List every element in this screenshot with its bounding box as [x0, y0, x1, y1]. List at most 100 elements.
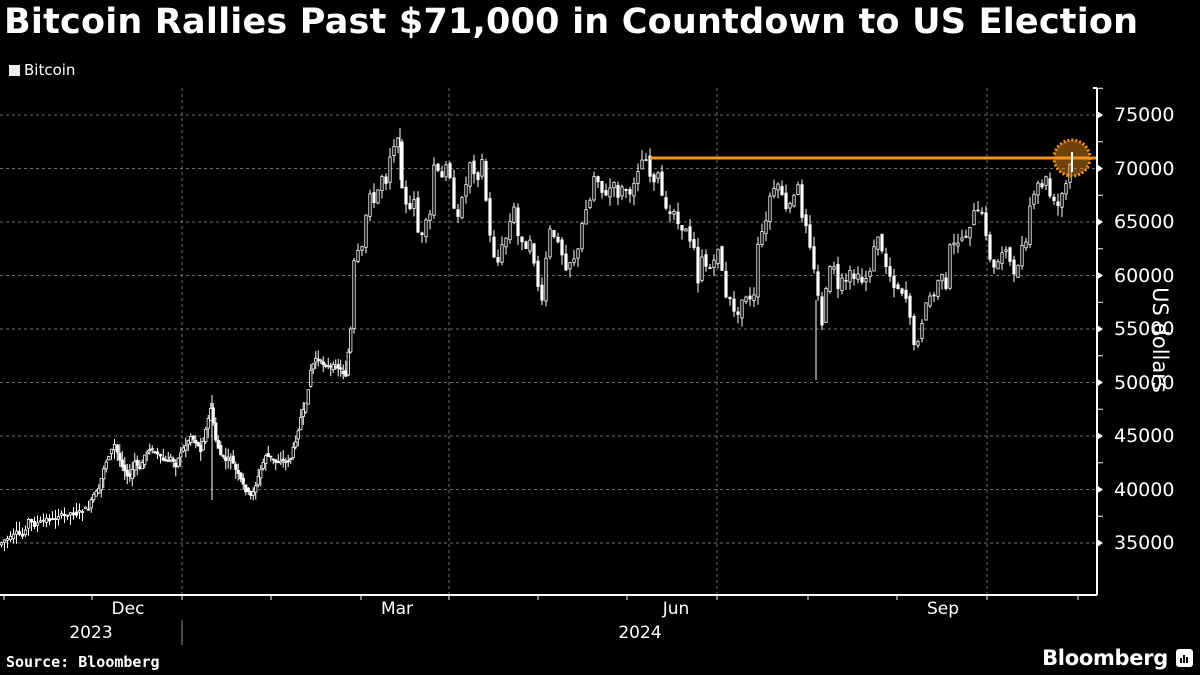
candle-body — [760, 231, 764, 245]
candle-body — [532, 243, 536, 264]
candle-body — [294, 441, 298, 448]
candle-body — [5, 538, 10, 541]
candle-body — [1032, 193, 1036, 205]
candle-body — [616, 185, 620, 198]
candle-body — [8, 535, 13, 541]
candle-body — [764, 220, 768, 235]
candle-body — [1052, 196, 1056, 201]
candle-body — [236, 469, 240, 474]
candle-body — [1004, 249, 1008, 252]
candle-body — [964, 235, 968, 238]
candle-body — [161, 457, 165, 461]
candle-body — [380, 176, 384, 191]
candle-body — [309, 369, 313, 387]
candle-body — [286, 460, 290, 463]
candle-body — [692, 239, 696, 248]
candle-body — [324, 364, 328, 367]
candle-body — [319, 359, 323, 362]
candle-body — [552, 230, 556, 237]
candle-body — [816, 271, 820, 296]
candle-body — [321, 361, 325, 365]
candle-body — [174, 462, 178, 468]
candle-body — [186, 440, 190, 445]
candle-body — [932, 294, 936, 297]
candle-body — [388, 156, 392, 183]
candle-body — [352, 260, 356, 329]
candle-body — [924, 302, 928, 321]
candle-body — [53, 518, 58, 520]
candle-body — [384, 176, 388, 184]
candle-body — [748, 295, 752, 300]
candle-body — [752, 294, 756, 301]
candle-body — [612, 181, 616, 189]
candle-body — [944, 277, 948, 290]
candle-body — [259, 469, 263, 479]
legend-swatch-bitcoin — [9, 64, 20, 76]
y-tick-label: 50000 — [1114, 371, 1175, 394]
candle-body — [50, 518, 55, 520]
candle-body — [166, 460, 170, 462]
candle-body — [868, 270, 872, 277]
candle-body — [346, 351, 350, 376]
candle-body — [128, 473, 132, 477]
candle-body — [89, 499, 93, 509]
candle-body — [349, 328, 353, 353]
candle-body — [440, 171, 444, 178]
candle-body — [432, 164, 436, 216]
candle-body — [266, 453, 270, 457]
candle-body — [404, 186, 408, 205]
candle-body — [246, 487, 250, 492]
candle-body — [832, 266, 836, 270]
candle-body — [138, 466, 142, 470]
candle-body — [528, 239, 532, 252]
candle-body — [888, 266, 892, 277]
candle-body — [704, 254, 708, 267]
candle-body — [492, 236, 496, 258]
candle-body — [86, 508, 91, 511]
candle-body — [1016, 264, 1020, 278]
candle-body — [360, 246, 364, 251]
candle-body — [744, 296, 748, 303]
candle-body — [196, 442, 200, 446]
candle-body — [468, 162, 472, 187]
y-tick-label: 60000 — [1114, 264, 1175, 287]
candle-body — [94, 490, 98, 497]
candle-body — [472, 160, 476, 175]
candle-body — [74, 511, 79, 516]
candle-body — [992, 259, 996, 268]
candle-body — [249, 491, 253, 496]
candle-body — [920, 323, 924, 340]
y-tick-label: 75000 — [1114, 104, 1175, 126]
x-tick-label: Dec — [111, 599, 145, 619]
candle-body — [940, 273, 944, 282]
candle-body — [109, 448, 114, 455]
candle-body — [1048, 178, 1052, 197]
candle-body — [115, 444, 119, 453]
candle-body — [77, 510, 82, 513]
candle-body — [130, 469, 134, 480]
candle-body — [299, 417, 303, 430]
candle-body — [372, 192, 376, 203]
candle-body — [608, 187, 612, 198]
candle-body — [776, 183, 780, 191]
candle-body — [102, 468, 106, 480]
candle-body — [41, 519, 46, 522]
candle-body — [112, 444, 117, 451]
candle-body — [564, 253, 568, 271]
candle-body — [976, 209, 980, 212]
candle-body — [688, 226, 692, 242]
candle-body — [916, 341, 920, 346]
candle-body — [624, 189, 628, 191]
candle-body — [176, 457, 180, 467]
candle-body — [556, 236, 560, 243]
candle-body — [261, 462, 265, 469]
candle-body — [508, 221, 512, 241]
candle-body — [524, 241, 528, 250]
candle-body — [840, 277, 844, 292]
y-axis-label: US dollars — [1148, 287, 1172, 393]
candle-body — [336, 363, 340, 369]
candle-body — [884, 253, 888, 268]
candle-body — [191, 435, 195, 440]
candle-body — [484, 161, 488, 201]
candle-body — [980, 211, 984, 214]
